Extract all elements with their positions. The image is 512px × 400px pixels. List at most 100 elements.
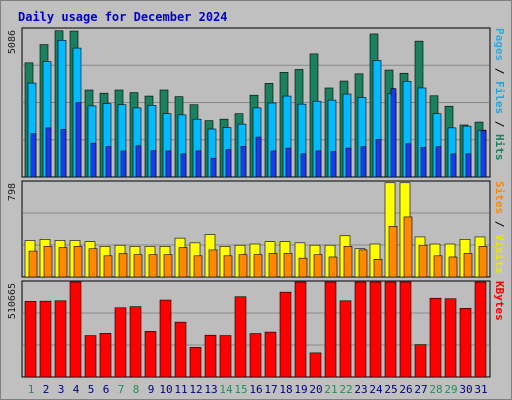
bar-visits-sites-day-31 [478,246,488,278]
bar-kbytes-kbytes-day-30 [459,308,472,378]
x-tick-day-13: 13 [204,383,217,396]
x-tick-day-23: 23 [354,383,367,396]
bar-hits-pages-day-31 [480,130,487,178]
bar-hits-pages-day-4 [75,102,82,178]
bar-hits-pages-day-6 [105,146,112,178]
legend-label-hits: Pages / Files / Hits [493,28,506,161]
legend-text: Sites [493,181,506,214]
x-tick-day-28: 28 [429,383,442,396]
x-tick-day-4: 4 [73,383,80,396]
bar-kbytes-kbytes-day-1 [24,301,37,378]
legend-text: Hits [493,134,506,161]
bar-visits-sites-day-3 [58,247,68,278]
bar-visits-sites-day-4 [73,246,83,278]
x-tick-day-31: 31 [474,383,487,396]
x-tick-day-29: 29 [444,383,457,396]
bar-visits-sites-day-15 [238,254,248,278]
x-axis-day-labels: 1 2 3 4 5 6 7 8 9 10 11 12 13 14 15 16 17 18 19 20 21 22 23 24 2… [28,383,488,396]
bar-kbytes-kbytes-day-28 [429,297,442,378]
x-tick-day-21: 21 [324,383,337,396]
bar-kbytes-kbytes-day-31 [474,281,487,378]
bar-kbytes-kbytes-day-17 [264,331,277,378]
legend-text: Visits [493,234,506,274]
bar-visits-sites-day-16 [253,254,263,278]
bar-kbytes-kbytes-day-26 [399,281,412,378]
bar-kbytes-kbytes-day-7 [114,307,127,378]
x-tick-day-20: 20 [309,383,322,396]
bar-visits-sites-day-5 [88,248,98,278]
y-max-label-kbytes: 510665 [7,283,18,319]
bar-hits-pages-day-1 [30,133,37,178]
bar-kbytes-kbytes-day-14 [219,335,232,378]
bar-kbytes-kbytes-day-4 [69,281,82,378]
legend-text: / [493,114,506,134]
chart-panels: 5086 Pages / Files / Hits 798 Sites / Visit… [7,27,506,378]
bar-kbytes-kbytes-day-8 [129,306,142,378]
bar-hits-pages-day-11 [180,153,187,178]
legend-text: KBytes [493,281,506,321]
bar-kbytes-kbytes-day-5 [84,335,97,378]
bar-kbytes-kbytes-day-11 [174,321,187,378]
bar-hits-pages-day-3 [60,129,67,178]
bar-visits-sites-day-1 [28,250,38,278]
bar-visits-sites-day-30 [463,253,473,278]
x-tick-day-19: 19 [294,383,307,396]
bar-visits-sites-day-6 [103,255,113,278]
bar-hits-pages-day-23 [360,146,367,178]
x-tick-day-2: 2 [43,383,50,396]
bar-kbytes-kbytes-day-16 [249,333,262,378]
x-tick-day-9: 9 [148,383,155,396]
bar-hits-pages-day-21 [330,151,337,178]
bar-visits-sites-day-24 [373,259,383,278]
x-tick-day-11: 11 [174,383,187,396]
bar-kbytes-kbytes-day-29 [444,298,457,378]
x-tick-day-14: 14 [219,383,233,396]
x-tick-day-25: 25 [384,383,397,396]
bar-visits-sites-day-21 [328,256,338,278]
x-tick-day-26: 26 [399,383,412,396]
legend-text: / [493,214,506,234]
bar-visits-sites-day-27 [418,244,428,278]
bar-visits-sites-day-10 [163,254,173,278]
bar-hits-pages-day-29 [450,153,457,178]
bar-hits-pages-day-24 [375,139,382,178]
x-tick-day-7: 7 [118,383,125,396]
bar-hits-pages-day-19 [300,153,307,178]
bar-visits-sites-day-13 [208,249,218,278]
x-tick-day-12: 12 [189,383,202,396]
x-tick-day-3: 3 [58,383,65,396]
y-max-label-hits: 5086 [7,30,18,54]
bar-visits-sites-day-18 [283,253,293,278]
bar-hits-pages-day-27 [420,147,427,178]
bar-kbytes-kbytes-day-21 [324,281,337,378]
x-tick-day-22: 22 [339,383,352,396]
bar-visits-sites-day-28 [433,255,443,278]
bar-kbytes-kbytes-day-18 [279,291,292,378]
bar-visits-sites-day-23 [358,249,368,278]
legend-label-visits: Sites / Visits [493,181,506,274]
bar-hits-pages-day-9 [150,150,157,178]
bar-hits-pages-day-7 [120,150,127,178]
bar-kbytes-kbytes-day-27 [414,344,427,378]
bar-kbytes-kbytes-day-12 [189,347,202,378]
bar-kbytes-kbytes-day-19 [294,281,307,378]
panel-kbytes: 510665 KBytes [7,280,506,378]
bar-visits-sites-day-22 [343,246,353,278]
bar-visits-sites-day-8 [133,254,143,278]
x-tick-day-16: 16 [249,383,262,396]
x-tick-day-18: 18 [279,383,292,396]
x-tick-day-15: 15 [234,383,247,396]
bar-visits-sites-day-11 [178,247,188,278]
bar-hits-pages-day-30 [465,153,472,178]
bar-kbytes-kbytes-day-10 [159,299,172,378]
bar-hits-pages-day-22 [345,147,352,178]
bar-hits-pages-day-8 [135,145,142,178]
legend-text: / [493,61,506,81]
bar-visits-sites-day-25 [388,226,398,278]
bar-visits-sites-day-2 [43,246,53,278]
bar-kbytes-kbytes-day-20 [309,352,322,378]
bar-hits-pages-day-18 [285,147,292,178]
bar-kbytes-kbytes-day-15 [234,296,247,378]
bar-hits-pages-day-15 [240,146,247,178]
chart-title: Daily usage for December 2024 [18,10,228,24]
